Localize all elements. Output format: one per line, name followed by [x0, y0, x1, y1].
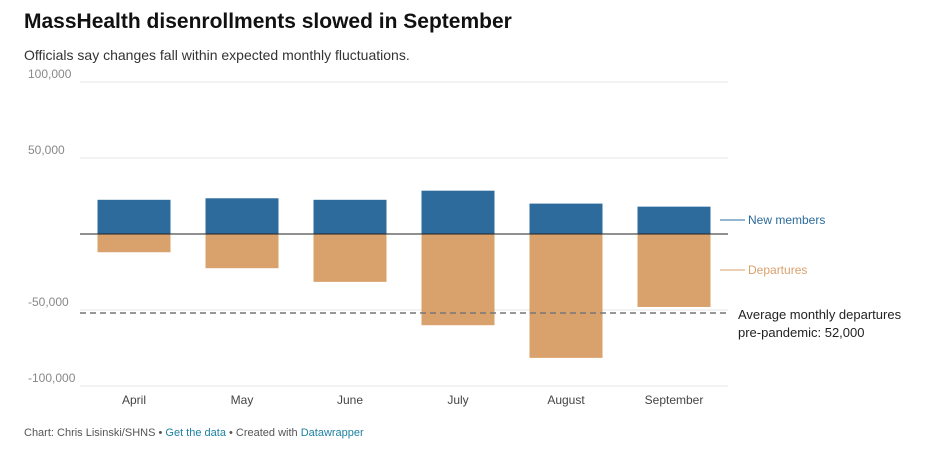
new-members-bar — [637, 206, 711, 234]
footer-separator: • — [155, 427, 166, 439]
new-members-bar — [97, 199, 171, 234]
x-tick-label: August — [547, 393, 585, 407]
new-members-bar — [529, 203, 603, 234]
legend-label: Departures — [748, 263, 807, 277]
get-the-data-link[interactable]: Get the data — [165, 427, 226, 439]
x-tick-label: April — [122, 393, 146, 407]
chart-title: MassHealth disenrollments slowed in Sept… — [24, 10, 512, 33]
y-tick-label: 50,000 — [28, 143, 65, 157]
x-tick-label: May — [231, 393, 254, 407]
bar-chart: 100,000 50,000 -50,000 -100,000 April May June… — [28, 67, 902, 407]
y-tick-label: 100,000 — [28, 67, 72, 81]
legend-label: New members — [748, 213, 825, 227]
bars — [97, 190, 711, 358]
chart-subtitle: Officials say changes fall within expect… — [24, 47, 410, 63]
footer: Chart: Chris Lisinski/SHNS • Get the dat… — [24, 427, 364, 439]
axes: 100,000 50,000 -50,000 -100,000 April May June… — [28, 67, 902, 407]
departures-bar — [205, 234, 279, 269]
departures-bar — [637, 234, 711, 307]
datawrapper-link[interactable]: Datawrapper — [300, 427, 364, 439]
new-members-bar — [205, 198, 279, 234]
departures-bar — [529, 234, 603, 358]
new-members-bar — [421, 190, 495, 234]
x-tick-label: June — [337, 393, 363, 407]
departures-bar — [97, 234, 171, 253]
departures-bar — [421, 234, 495, 326]
new-members-bar — [313, 199, 387, 234]
footer-credit: Chart: Chris Lisinski/SHNS — [24, 427, 156, 439]
gridlines — [80, 81, 728, 387]
x-tick-label: July — [447, 393, 468, 407]
reference-label: Average monthly departures — [738, 307, 902, 322]
departures-bar — [313, 234, 387, 282]
reference-label: pre-pandemic: 52,000 — [738, 325, 864, 340]
footer-created-with: • Created with — [225, 427, 301, 439]
y-tick-label: -50,000 — [28, 295, 69, 309]
y-tick-label: -100,000 — [28, 371, 76, 385]
legend: New members Departures — [720, 213, 825, 277]
x-tick-label: September — [645, 393, 704, 407]
